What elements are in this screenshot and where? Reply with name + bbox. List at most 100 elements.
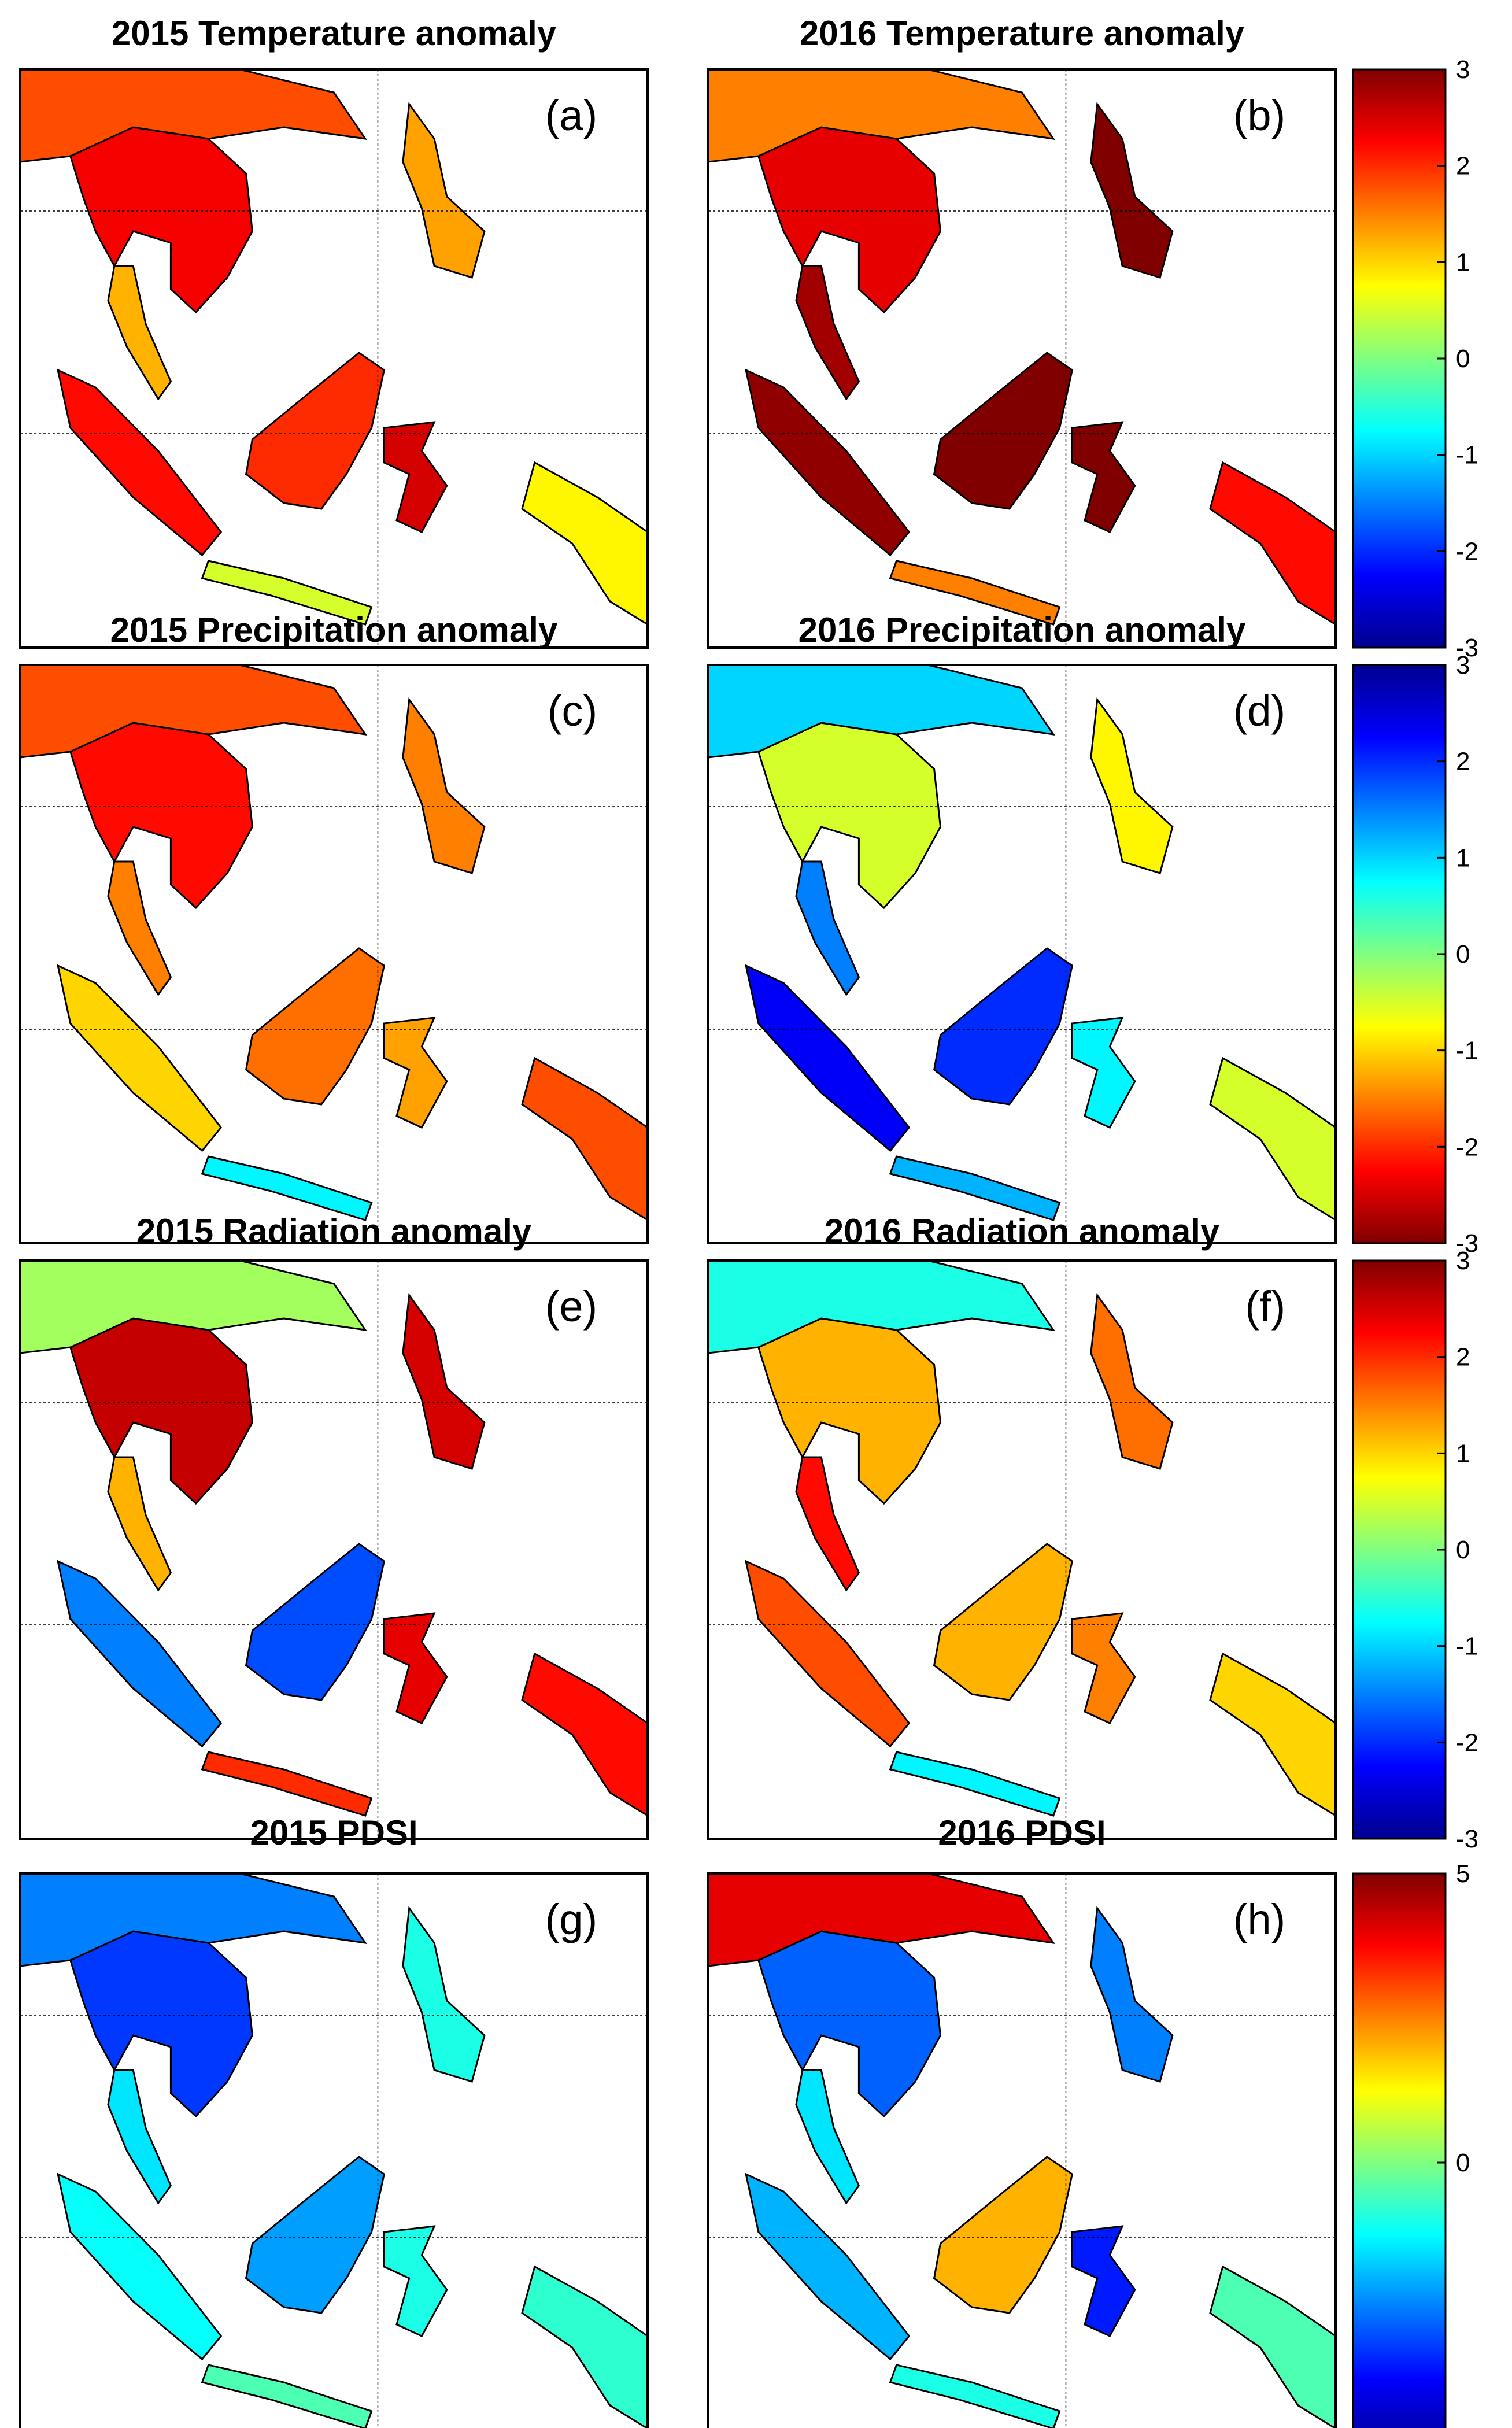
region-malay-peninsula: [795, 860, 860, 996]
colorbar-tick-label: 2: [1456, 748, 1470, 776]
colorbar: 3 2 1 0 -1 -2 -3: [1352, 1247, 1478, 1853]
region-new-guinea: [1209, 1652, 1337, 1817]
region-malay-peninsula: [795, 265, 860, 401]
region-philippines: [1090, 101, 1174, 279]
region-borneo: [245, 1543, 385, 1701]
colorbar-tick-label: -2: [1456, 1133, 1478, 1161]
region-java: [201, 1155, 373, 1221]
region-philippines: [402, 1292, 486, 1470]
region-malay-peninsula: [107, 860, 172, 996]
panel-label: (h): [1233, 1895, 1285, 1943]
map-frame: [707, 1259, 1337, 1840]
panel-label: (c): [548, 687, 597, 735]
region-philippines: [402, 101, 486, 279]
colorbar-tick-label: 1: [1456, 248, 1470, 276]
panel-title: 2015 Precipitation anomaly: [110, 611, 558, 649]
region-java: [889, 1751, 1061, 1817]
region-borneo: [933, 947, 1073, 1106]
region-southern-china: [19, 68, 367, 163]
map-panel-d: 2016 Precipitation anomaly (d) 3 2 1 0 -1 -2 -3: [707, 611, 1478, 1258]
colorbar-gradient: [1352, 1872, 1447, 2428]
colorbar-tick-label: 0: [1456, 940, 1470, 969]
map-frame: [19, 664, 649, 1244]
region-malay-peninsula: [795, 2069, 860, 2205]
colorbar-tick-label: 2: [1456, 1343, 1470, 1372]
region-indochina: [69, 1317, 253, 1505]
colorbar-tick-label: 3: [1456, 56, 1470, 84]
colorbar-gradient: [1352, 1259, 1447, 1840]
region-philippines: [402, 697, 486, 874]
panel-label: (b): [1233, 91, 1285, 139]
colorbar: 3 2 1 0 -1 -2 -3: [1352, 56, 1478, 662]
colorbar-tick-label: 2: [1456, 152, 1470, 180]
region-sulawesi: [1071, 2225, 1136, 2337]
region-borneo: [933, 2156, 1073, 2314]
region-indochina: [69, 722, 253, 910]
map-frame: [19, 1872, 649, 2428]
map-panel-b: 2016 Temperature anomaly (b) 3 2 1 0 -1 -2 -3: [707, 14, 1478, 662]
region-sulawesi: [1071, 1017, 1136, 1129]
panel-title: 2016 Precipitation anomaly: [798, 611, 1246, 649]
region-new-guinea: [1209, 461, 1337, 626]
region-indochina: [69, 1930, 253, 2118]
region-java: [889, 1155, 1061, 1221]
region-java: [889, 560, 1061, 626]
region-sumatra: [56, 368, 223, 557]
region-sumatra: [744, 1559, 911, 1748]
panel-label: (a): [545, 91, 597, 139]
map-panel-e: 2015 Radiation anomaly (e): [19, 1212, 649, 1840]
panel-label: (d): [1233, 687, 1285, 735]
region-java: [889, 2364, 1061, 2428]
map-panel-g: 2015 PDSI (g): [19, 1813, 649, 2428]
colorbar-tick-label: 1: [1456, 844, 1470, 872]
colorbar-gradient: [1352, 68, 1447, 649]
colorbar-tick-label: 0: [1456, 2149, 1470, 2177]
region-southern-china: [707, 1872, 1055, 1967]
region-sulawesi: [383, 1017, 448, 1129]
region-borneo: [245, 2156, 385, 2314]
region-borneo: [245, 947, 385, 1106]
region-java: [201, 1751, 373, 1817]
region-malay-peninsula: [107, 1456, 172, 1592]
region-java: [201, 2364, 373, 2428]
colorbar-tick-label: 0: [1456, 345, 1470, 373]
colorbar-tick-label: 5: [1456, 1860, 1470, 1888]
region-indochina: [757, 722, 942, 910]
region-philippines: [1090, 1292, 1174, 1470]
map-panel-f: 2016 Radiation anomaly (f) 3 2 1 0 -1 -2 -3: [707, 1212, 1478, 1853]
region-southern-china: [707, 1259, 1055, 1354]
region-sumatra: [744, 368, 911, 557]
map-panel-c: 2015 Precipitation anomaly (c): [19, 611, 649, 1244]
region-borneo: [245, 352, 385, 510]
colorbar-tick-label: 1: [1456, 1439, 1470, 1468]
region-philippines: [1090, 697, 1174, 874]
region-borneo: [933, 1543, 1073, 1701]
region-sulawesi: [1071, 421, 1136, 533]
region-sumatra: [56, 964, 223, 1152]
panel-title: 2015 Temperature anomaly: [112, 14, 557, 53]
region-borneo: [933, 352, 1073, 510]
region-southern-china: [19, 664, 367, 759]
region-southern-china: [19, 1259, 367, 1354]
region-sulawesi: [1071, 1612, 1136, 1724]
region-new-guinea: [1209, 2265, 1337, 2428]
panel-label: (g): [545, 1895, 597, 1943]
region-southern-china: [707, 664, 1055, 759]
panel-title: 2015 Radiation anomaly: [136, 1212, 532, 1251]
region-malay-peninsula: [795, 1456, 860, 1592]
map-frame: [707, 1872, 1337, 2428]
region-java: [201, 560, 373, 626]
panel-title: 2015 PDSI: [250, 1813, 417, 1852]
region-malay-peninsula: [107, 2069, 172, 2205]
region-new-guinea: [521, 1056, 649, 1222]
region-southern-china: [707, 68, 1055, 163]
colorbar-tick-label: 3: [1456, 1247, 1470, 1275]
region-sumatra: [744, 2172, 911, 2361]
colorbar-tick-label: -3: [1456, 634, 1478, 662]
colorbar-tick-label: -2: [1456, 1728, 1478, 1757]
region-philippines: [1090, 1905, 1174, 2083]
colorbar-gradient: [1352, 664, 1447, 1244]
map-frame: [19, 1259, 649, 1840]
colorbar-tick-label: -1: [1456, 1632, 1478, 1661]
